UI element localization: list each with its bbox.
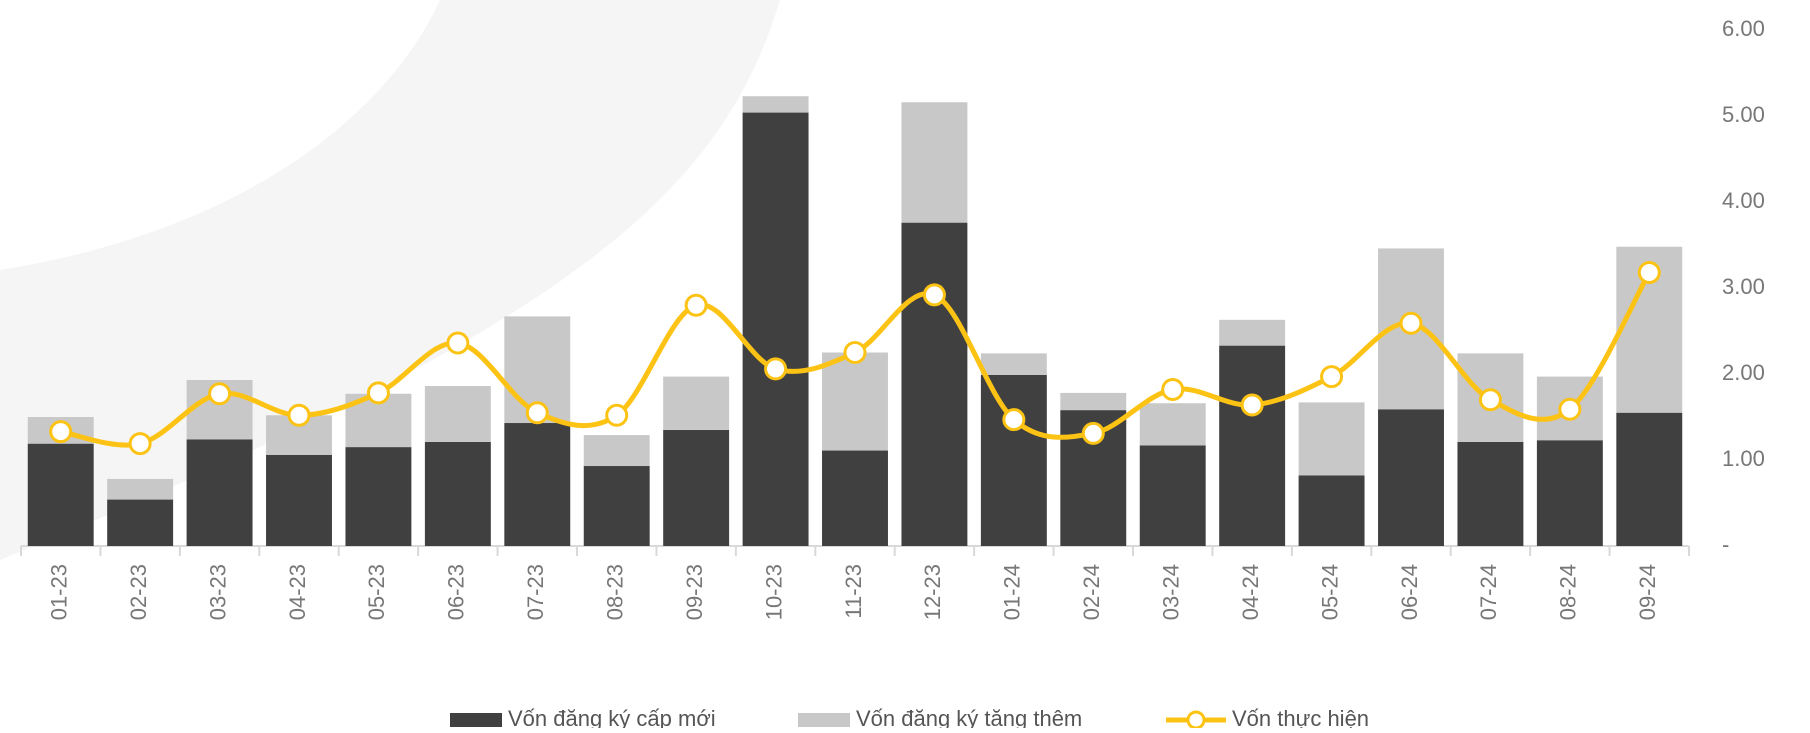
bar bbox=[1219, 319, 1286, 346]
bar bbox=[266, 454, 332, 546]
line-marker bbox=[1081, 421, 1105, 445]
bar bbox=[186, 439, 253, 546]
y-tick-label: 4.00 bbox=[1722, 188, 1765, 213]
bar bbox=[424, 386, 491, 442]
bar bbox=[1616, 412, 1683, 546]
y-tick-label: 3.00 bbox=[1722, 274, 1765, 299]
line-marker bbox=[287, 403, 311, 427]
bar bbox=[822, 450, 888, 546]
line-marker bbox=[1320, 365, 1344, 389]
x-tick-label: 03-24 bbox=[1159, 564, 1184, 620]
x-tick-label: 02-24 bbox=[1079, 564, 1104, 620]
legend-swatch bbox=[450, 713, 502, 727]
x-tick-label: 09-24 bbox=[1635, 564, 1660, 620]
line-marker bbox=[922, 283, 946, 307]
line-marker bbox=[366, 381, 390, 405]
bar bbox=[107, 499, 174, 546]
line-marker bbox=[1478, 388, 1502, 412]
bar bbox=[901, 222, 968, 546]
x-tick-label: 08-24 bbox=[1556, 564, 1581, 620]
legend-item: Vốn đăng ký tăng thêm bbox=[798, 706, 1082, 731]
x-tick-label: 05-24 bbox=[1317, 564, 1342, 620]
x-tick-label: 07-24 bbox=[1476, 564, 1501, 620]
line-marker bbox=[525, 401, 549, 425]
x-tick-label: 11-23 bbox=[841, 564, 866, 619]
bar bbox=[424, 441, 491, 546]
bar bbox=[1139, 403, 1206, 446]
x-tick-label: 12-23 bbox=[920, 564, 945, 620]
x-tick-label: 01-23 bbox=[47, 564, 72, 620]
bar bbox=[1219, 345, 1286, 546]
bar bbox=[583, 435, 650, 467]
line-marker bbox=[1240, 393, 1264, 417]
bar bbox=[1298, 402, 1365, 476]
x-tick-label: 05-23 bbox=[364, 564, 389, 620]
bar bbox=[1298, 475, 1365, 546]
line-marker bbox=[1161, 377, 1185, 401]
x-tick-label: 04-24 bbox=[1238, 564, 1263, 620]
bar bbox=[1378, 409, 1444, 546]
bar bbox=[345, 447, 412, 546]
y-tick-label: 6.00 bbox=[1722, 16, 1765, 41]
bar bbox=[901, 102, 968, 223]
x-tick-label: 06-24 bbox=[1397, 564, 1422, 620]
x-tick-label: 07-23 bbox=[523, 564, 548, 620]
line-marker bbox=[843, 341, 867, 364]
bar bbox=[742, 96, 809, 113]
legend-label: Vốn thực hiện bbox=[1232, 706, 1369, 728]
line-marker bbox=[128, 432, 152, 456]
x-tick-label: 03-23 bbox=[205, 564, 230, 620]
x-tick-label: 01-24 bbox=[1000, 564, 1025, 620]
bar bbox=[980, 353, 1047, 375]
line-marker bbox=[605, 403, 629, 427]
bar bbox=[504, 423, 571, 546]
bar bbox=[1536, 440, 1603, 546]
bar bbox=[663, 429, 730, 546]
x-tick-label: 06-23 bbox=[444, 564, 469, 620]
legend-swatch bbox=[798, 713, 850, 727]
line-marker bbox=[1399, 311, 1423, 335]
y-tick-label: - bbox=[1722, 532, 1729, 557]
line-marker bbox=[1637, 261, 1661, 285]
x-tick-label: 09-23 bbox=[682, 564, 707, 620]
line-marker bbox=[49, 420, 73, 444]
bar bbox=[1457, 441, 1524, 546]
bar bbox=[583, 466, 650, 546]
legend-item: Vốn thực hiện bbox=[1166, 706, 1369, 731]
bar bbox=[1060, 392, 1127, 411]
line-marker bbox=[1558, 397, 1582, 421]
y-tick-label: 2.00 bbox=[1722, 360, 1765, 385]
line-marker bbox=[446, 331, 470, 355]
y-tick-label: 1.00 bbox=[1722, 446, 1765, 471]
x-tick-label: 04-23 bbox=[285, 564, 310, 620]
bar bbox=[822, 352, 888, 451]
legend-label: Vốn đăng ký cấp mới bbox=[508, 706, 716, 728]
bar bbox=[742, 112, 809, 546]
legend-label: Vốn đăng ký tăng thêm bbox=[856, 706, 1082, 728]
legend-item: Vốn đăng ký cấp mới bbox=[450, 706, 716, 731]
line-marker bbox=[208, 382, 232, 406]
line-marker bbox=[1002, 408, 1026, 432]
bar bbox=[107, 478, 174, 500]
bar bbox=[663, 376, 730, 430]
y-tick-label: 5.00 bbox=[1722, 102, 1765, 127]
bar bbox=[1139, 445, 1206, 546]
bar bbox=[27, 443, 94, 546]
line-marker bbox=[764, 357, 788, 381]
x-tick-label: 08-23 bbox=[603, 564, 628, 620]
x-tick-label: 02-23 bbox=[126, 564, 151, 620]
bar bbox=[980, 374, 1047, 546]
legend-marker bbox=[1186, 710, 1206, 730]
line-marker bbox=[684, 293, 708, 317]
x-tick-label: 10-23 bbox=[761, 564, 786, 620]
